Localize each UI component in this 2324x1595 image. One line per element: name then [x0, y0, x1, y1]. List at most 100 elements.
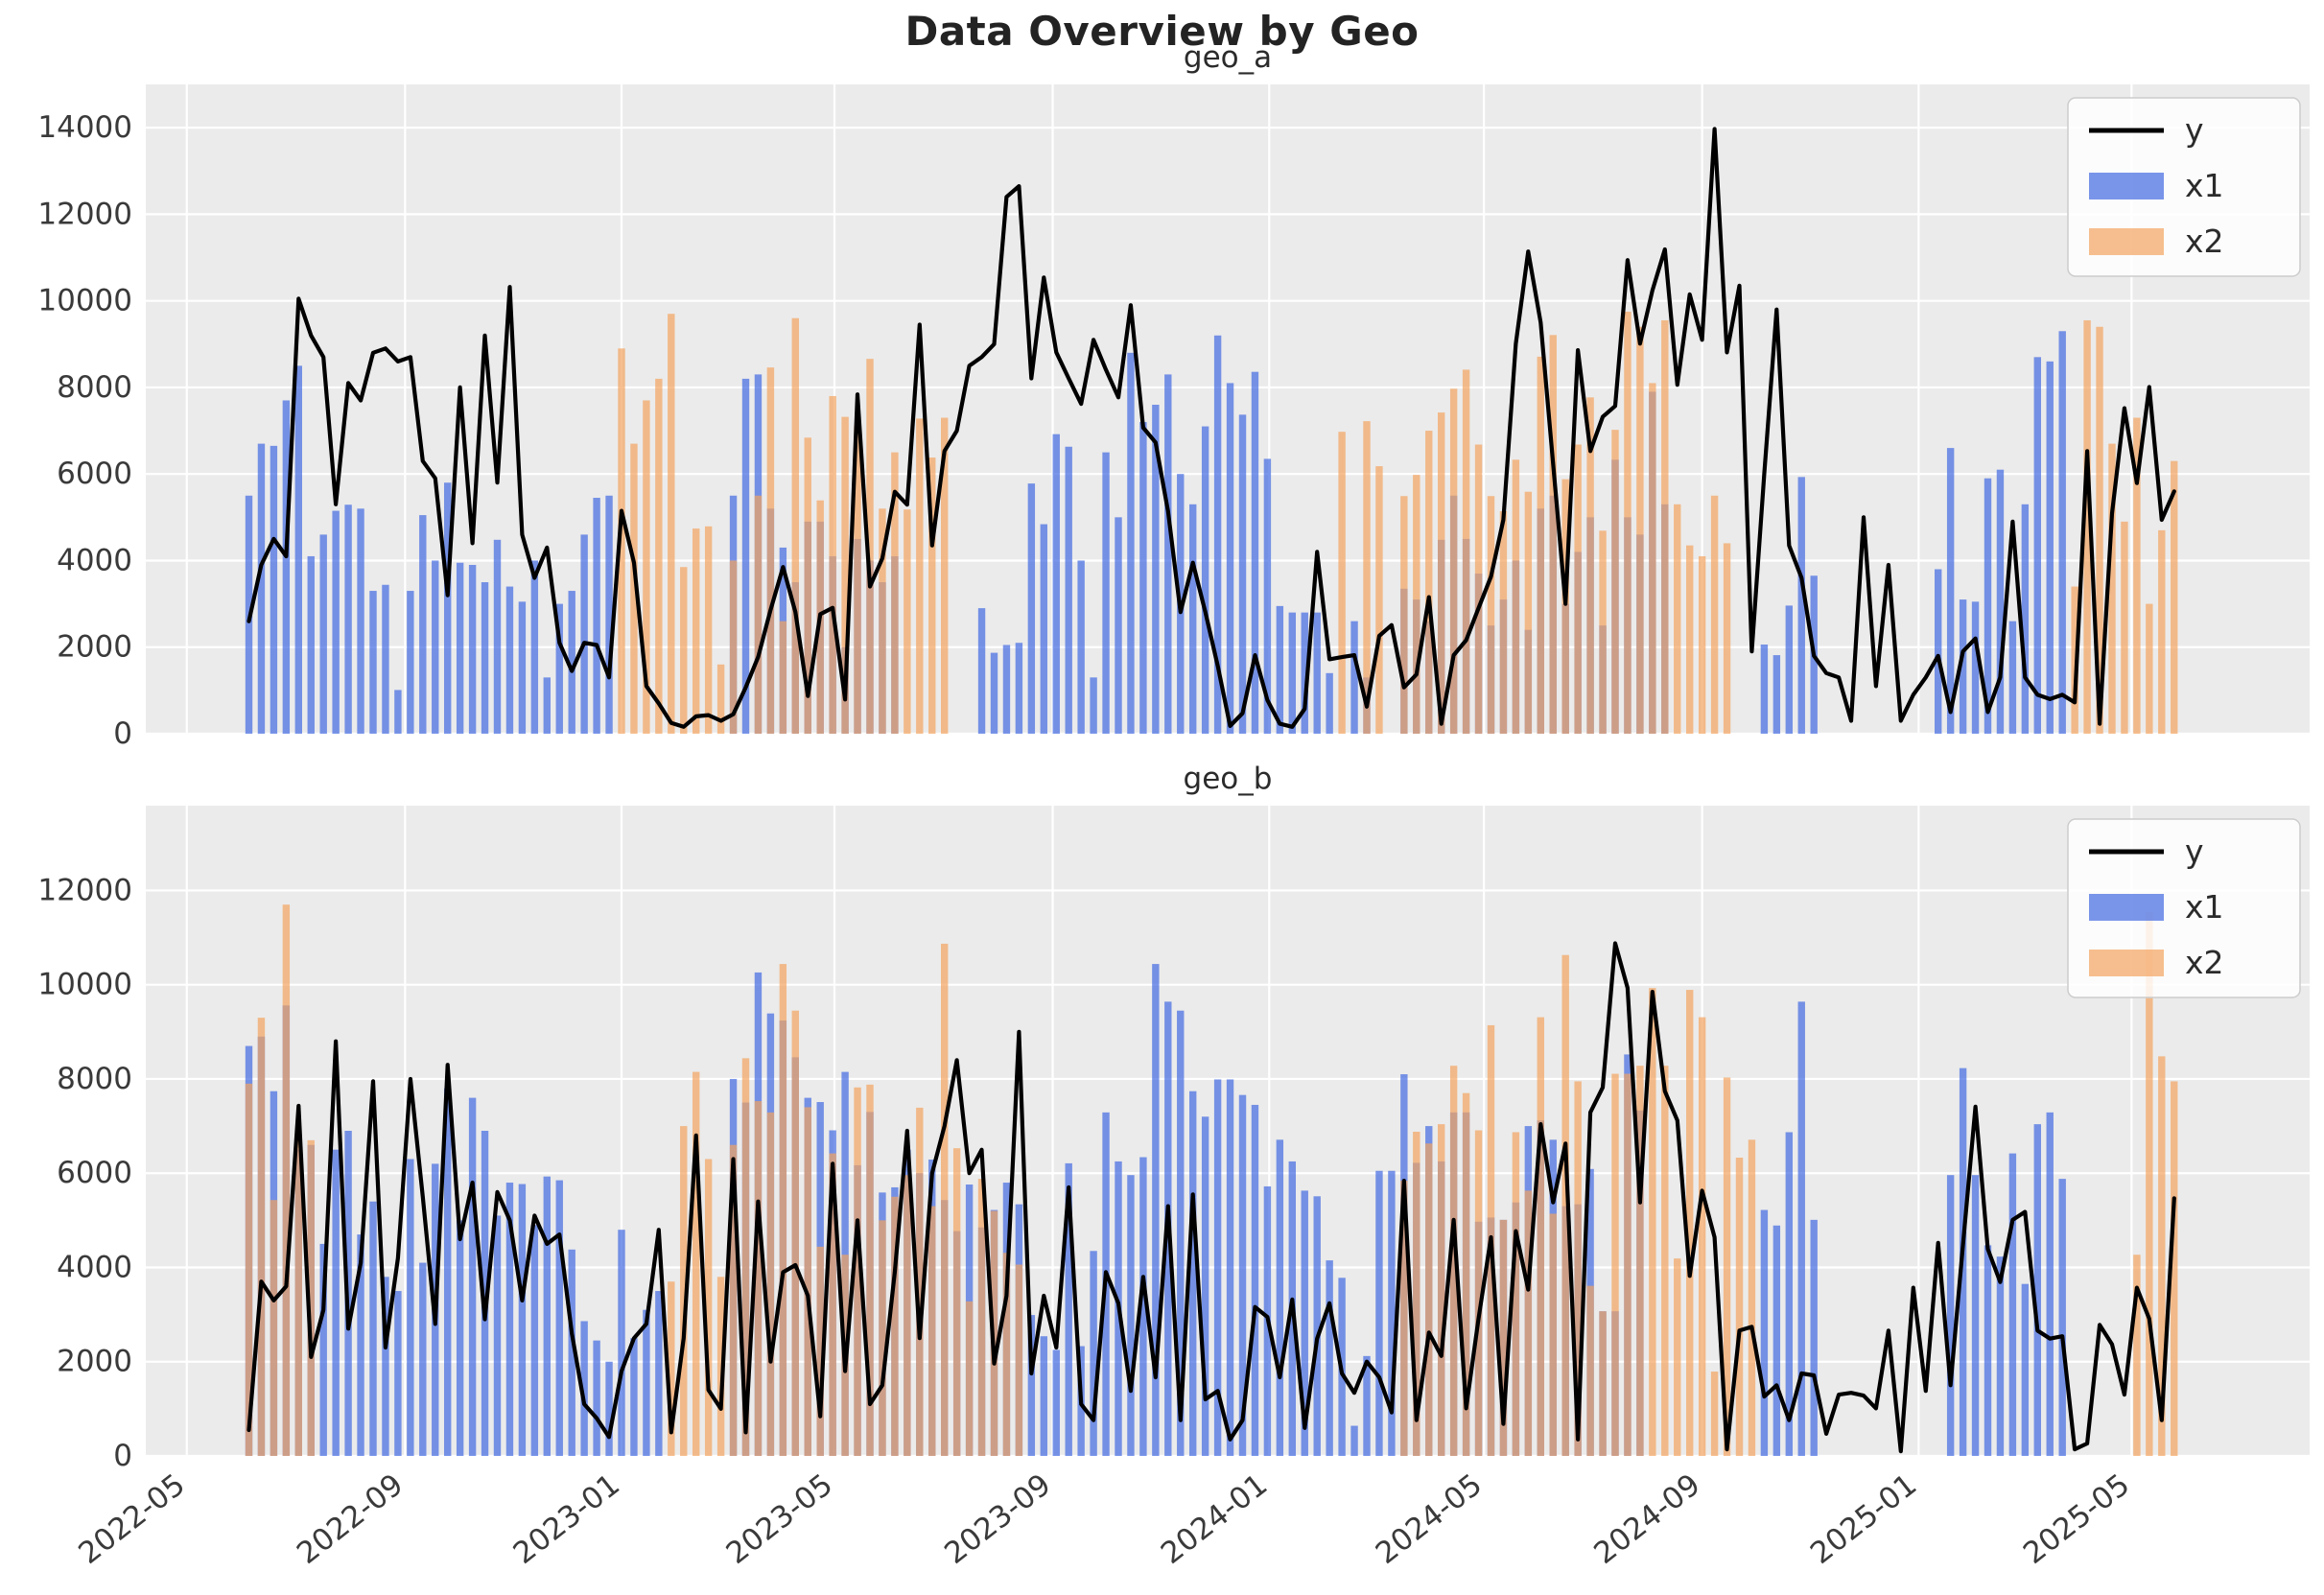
bar-x2 — [1686, 990, 1694, 1456]
bar-x1 — [1363, 1355, 1371, 1456]
bar-x1 — [605, 495, 613, 734]
bar-x1 — [543, 677, 551, 734]
bar-x1 — [518, 601, 527, 734]
bar-x1 — [990, 652, 998, 734]
bar-x1 — [1052, 434, 1060, 734]
bar-x1 — [1152, 964, 1160, 1456]
legend-label: y — [2185, 111, 2204, 149]
bar-x1 — [432, 560, 439, 734]
bar-x1 — [1027, 1315, 1036, 1456]
bar-x1 — [1797, 477, 1805, 734]
bar-x1 — [1213, 1079, 1222, 1456]
y-tick-label: 8000 — [57, 370, 132, 405]
bar-x2 — [816, 1246, 824, 1456]
bar-x1 — [294, 365, 302, 734]
bar-x2 — [729, 1144, 738, 1456]
bar-x1 — [1002, 645, 1011, 734]
bar-x2 — [693, 1071, 700, 1456]
bar-x2 — [928, 1206, 936, 1456]
bar-x2 — [1661, 319, 1669, 734]
bar-x2 — [766, 1112, 775, 1456]
bar-x2 — [655, 378, 663, 734]
bar-x1 — [481, 582, 489, 734]
bar-x2 — [630, 443, 638, 734]
bar-x2 — [1537, 356, 1544, 734]
bar-x1 — [1263, 458, 1272, 734]
legend: y x1 x2 — [2067, 97, 2301, 277]
bar-x1 — [1810, 1219, 1818, 1456]
bar-x2 — [1624, 1073, 1631, 1456]
bar-x2 — [729, 560, 738, 734]
y-tick-label: 2000 — [57, 630, 132, 665]
bar-x2 — [1400, 1181, 1408, 1456]
bar-x2 — [2108, 443, 2116, 734]
bar-x2 — [1748, 1139, 1756, 1456]
bar-x2 — [1462, 369, 1470, 734]
bar-x2 — [257, 1018, 266, 1456]
bar-x2 — [2158, 1056, 2166, 1456]
bar-x2 — [891, 1196, 899, 1456]
bar-x1 — [1996, 469, 2005, 734]
legend-bar-sample — [2089, 228, 2164, 255]
bar-x1 — [543, 1176, 551, 1456]
bar-x1 — [1301, 1190, 1308, 1456]
bar-x1 — [1127, 352, 1135, 734]
bar-x2 — [2158, 529, 2166, 734]
bar-x1 — [481, 1131, 489, 1456]
bar-x2 — [779, 621, 787, 734]
bar-x1 — [419, 1262, 427, 1456]
bar-x2 — [1624, 311, 1631, 734]
bar-x2 — [791, 1010, 799, 1456]
y-tick-label: 10000 — [37, 968, 132, 1002]
bar-x2 — [1723, 1077, 1731, 1456]
bar-x1 — [1027, 483, 1036, 734]
legend-label: x2 — [2185, 944, 2224, 981]
bar-x2 — [668, 1281, 675, 1456]
bar-x1 — [555, 1180, 563, 1456]
bar-x1 — [1772, 1225, 1781, 1456]
bar-x1 — [1984, 1245, 1992, 1456]
bar-x1 — [2046, 1112, 2054, 1456]
bar-x1 — [493, 539, 502, 734]
bar-x1 — [643, 1309, 650, 1456]
bar-x1 — [2033, 1124, 2041, 1456]
bar-x2 — [904, 1175, 911, 1456]
bar-x1 — [568, 1249, 575, 1456]
bar-x1 — [505, 586, 514, 734]
bar-x1 — [357, 1234, 364, 1456]
bar-x1 — [332, 1149, 340, 1456]
bar-x2 — [680, 567, 688, 734]
y-tick-label: 0 — [113, 1439, 132, 1473]
bar-x1 — [2058, 1179, 2066, 1456]
bar-x1 — [1375, 1170, 1383, 1456]
panel-geo_b: 0 2000 4000 6000 8000 10000 12000 2022-05 2022-0… — [37, 806, 2310, 1571]
y-tick-label: 14000 — [37, 110, 132, 145]
figure-title: Data Overview by Geo — [904, 8, 1420, 55]
bar-x1 — [1350, 621, 1358, 734]
bar-x2 — [904, 509, 911, 734]
bar-x2 — [941, 417, 949, 734]
bar-x2 — [1636, 326, 1644, 734]
bar-x2 — [1363, 421, 1371, 734]
bar-x1 — [419, 515, 427, 734]
bar-x1 — [1065, 1162, 1072, 1456]
bar-x2 — [1524, 491, 1533, 734]
bar-x1 — [1946, 448, 1955, 734]
bar-x1 — [518, 1184, 527, 1456]
bar-x2 — [643, 400, 650, 734]
bar-x2 — [2146, 912, 2153, 1456]
bar-x2 — [1487, 496, 1495, 734]
bar-x2 — [1611, 430, 1619, 734]
bar-x1 — [1959, 599, 1967, 734]
bar-x1 — [1760, 645, 1769, 734]
bar-x1 — [605, 1361, 613, 1456]
bar-x1 — [1276, 605, 1284, 734]
bar-x1 — [1326, 672, 1333, 734]
bar-x1 — [580, 534, 588, 734]
bar-x1 — [593, 1340, 600, 1456]
bar-x1 — [344, 504, 352, 734]
bar-x1 — [2021, 1283, 2030, 1456]
bar-x2 — [829, 1153, 836, 1456]
bar-x2 — [1561, 954, 1569, 1456]
x-tick-label: 2022-05 — [72, 1467, 191, 1571]
